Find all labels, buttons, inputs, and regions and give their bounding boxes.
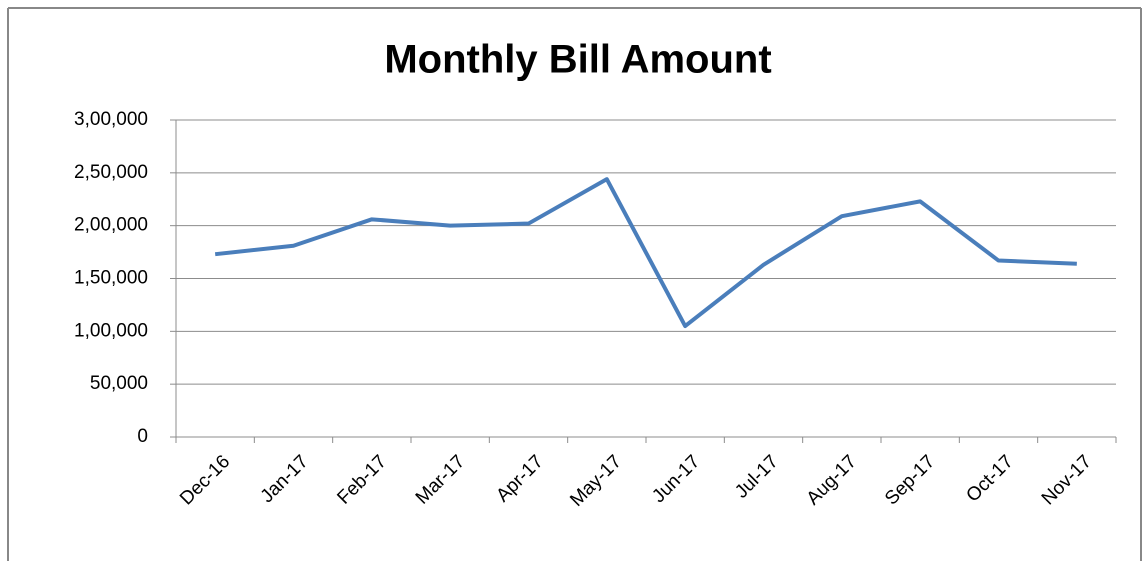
- x-tick-label: Jan-17: [257, 451, 313, 507]
- y-tick-label: 0: [137, 426, 148, 447]
- y-tick-label: 50,000: [90, 373, 148, 394]
- x-tick-label: Apr-17: [492, 451, 547, 506]
- y-tick-label: 1,00,000: [74, 320, 148, 341]
- x-tick-label: Sep-17: [881, 451, 939, 509]
- y-tick-label: 2,50,000: [74, 162, 148, 183]
- y-tick-label: 1,50,000: [74, 268, 148, 289]
- x-tick-label: Jul-17: [731, 451, 782, 502]
- y-tick-label: 2,00,000: [74, 215, 148, 236]
- chart-title: Monthly Bill Amount: [384, 38, 771, 82]
- x-tick-label: Aug-17: [803, 451, 861, 509]
- x-tick-label: May-17: [566, 451, 626, 511]
- x-tick-label: Feb-17: [333, 451, 390, 508]
- data-line: [214, 177, 1077, 329]
- x-tick-label: Mar-17: [412, 451, 469, 508]
- x-tick-label: Jun-17: [648, 451, 704, 507]
- x-tick-label: Nov-17: [1038, 451, 1096, 509]
- x-tick-label: Dec-16: [176, 451, 234, 509]
- x-tick-label: Oct-17: [962, 451, 1017, 506]
- y-tick-label: 3,00,000: [74, 109, 148, 130]
